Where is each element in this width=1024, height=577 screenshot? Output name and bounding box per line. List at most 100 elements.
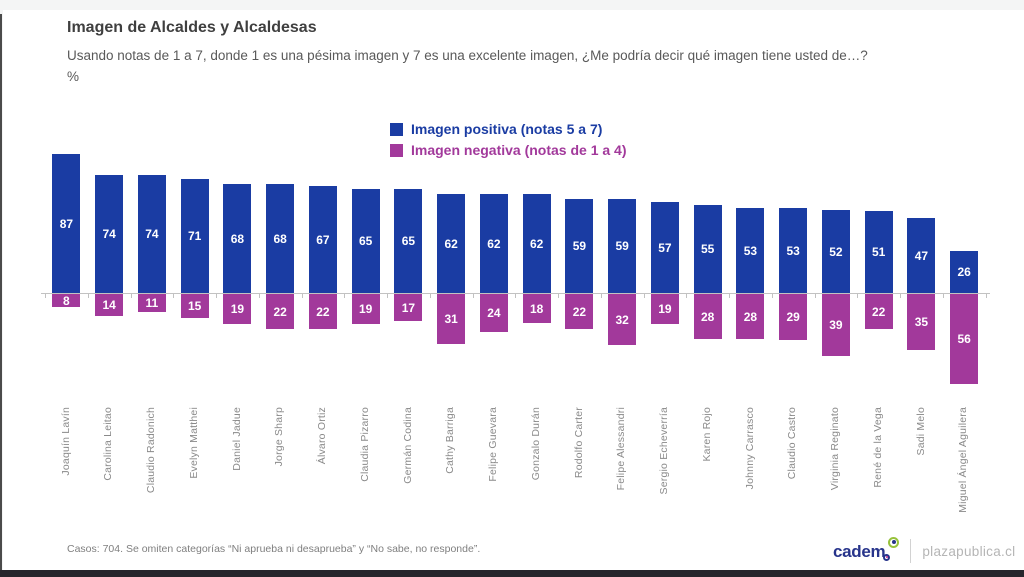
axis-tick — [344, 293, 346, 298]
positive-bar: 62 — [522, 194, 551, 293]
branding: cadem plazapublica.cl — [833, 536, 1015, 565]
positive-bar-value: 68 — [230, 231, 245, 246]
category-label-cell: René de la Vega — [857, 407, 900, 532]
axis-tick — [45, 293, 46, 298]
positive-bar: 57 — [650, 202, 679, 293]
positive-bar-value: 59 — [572, 239, 587, 253]
negative-bar: 39 — [821, 294, 850, 356]
category-label: Joaquín Lavín — [59, 407, 72, 476]
positive-bar-value: 68 — [273, 231, 287, 246]
positive-bar-value: 65 — [358, 234, 373, 248]
positive-bar-value: 47 — [914, 248, 929, 263]
category-label-cell: Sadi Melo — [900, 407, 943, 532]
category-label: René de la Vega — [871, 407, 884, 488]
positive-bar-value: 51 — [871, 245, 886, 259]
category-label-cell: Felipe Alessandri — [601, 407, 644, 532]
axis-tick — [900, 293, 901, 298]
axis-tick — [216, 293, 217, 298]
negative-bar: 18 — [522, 294, 551, 323]
positive-bar: 47 — [907, 218, 936, 293]
positive-bar: 52 — [821, 210, 850, 293]
negative-bar-value: 18 — [529, 301, 544, 316]
negative-bar-value: 19 — [658, 302, 672, 316]
legend-entry: Imagen positiva (notas 5 a 7) — [390, 121, 627, 137]
positive-bar: 74 — [95, 175, 124, 293]
positive-bar-value: 74 — [102, 227, 116, 241]
negative-bar-value: 28 — [743, 309, 758, 324]
positive-bar: 55 — [693, 205, 722, 293]
positive-bar-value: 87 — [59, 216, 74, 231]
negative-bar-value: 39 — [829, 318, 843, 332]
positive-bar-value: 62 — [529, 236, 544, 251]
slide-background — [3, 10, 1024, 570]
axis-tick — [814, 293, 816, 298]
positive-bar: 68 — [266, 184, 295, 293]
category-label: Daniel Jadue — [230, 407, 243, 471]
negative-legend-label: Imagen negativa (notas de 1 a 4) — [411, 142, 627, 158]
positive-bar-value: 53 — [786, 243, 800, 258]
positive-bar: 74 — [137, 175, 166, 293]
positive-bar-value: 62 — [487, 236, 501, 251]
negative-bar: 28 — [693, 294, 722, 339]
category-label: Jorge Sharp — [273, 407, 286, 467]
unit-label: % — [67, 69, 80, 84]
negative-bar: 56 — [950, 294, 979, 384]
positive-bar-value: 57 — [658, 240, 672, 255]
category-label: Karen Rojo — [700, 407, 713, 462]
negative-bar: 19 — [223, 294, 252, 324]
axis-tick — [600, 293, 602, 298]
positive-bar: 65 — [351, 189, 380, 293]
category-label-cell: Karen Rojo — [686, 407, 729, 532]
negative-bar: 14 — [95, 294, 124, 316]
axis-tick — [729, 293, 730, 298]
positive-bar: 87 — [52, 154, 81, 293]
category-label: Evelyn Matthei — [187, 407, 200, 479]
negative-bar-value: 8 — [63, 293, 70, 308]
category-label-cell: Álvaro Ortiz — [302, 407, 345, 532]
positive-bar: 26 — [950, 251, 979, 293]
axis-tick — [942, 293, 944, 298]
axis-tick — [857, 293, 859, 298]
negative-bar-value: 19 — [230, 302, 245, 316]
footnote: Casos: 704. Se omiten categorías “Ni apr… — [67, 543, 481, 555]
negative-bar-value: 22 — [871, 304, 886, 319]
axis-tick — [258, 293, 260, 298]
negative-bar-value: 24 — [487, 306, 501, 320]
category-label-cell: Gonzalo Durán — [515, 407, 558, 532]
negative-bar: 22 — [308, 294, 337, 329]
positive-bar: 67 — [308, 186, 337, 293]
negative-bar: 19 — [351, 294, 380, 324]
negative-bar-value: 19 — [358, 302, 373, 316]
negative-bar-value: 28 — [700, 309, 715, 324]
negative-bar: 32 — [608, 294, 637, 345]
axis-tick — [771, 293, 773, 298]
negative-bar: 17 — [394, 294, 423, 321]
positive-bar: 62 — [479, 194, 508, 293]
category-label: Claudio Radonich — [145, 407, 158, 494]
category-label: Claudia Pizarro — [358, 407, 371, 482]
category-label: Álvaro Ortiz — [316, 407, 329, 465]
positive-legend-swatch — [390, 122, 403, 136]
negative-bar: 22 — [864, 294, 893, 329]
category-label: Cathy Barriga — [444, 407, 457, 474]
positive-bar-value: 62 — [444, 236, 458, 251]
positive-bar: 53 — [779, 208, 808, 293]
cadem-logo: cadem — [833, 536, 900, 561]
negative-bar-value: 14 — [102, 298, 116, 312]
chart-legend: Imagen positiva (notas 5 a 7) Imagen neg… — [390, 121, 627, 158]
negative-bar: 19 — [650, 294, 679, 324]
axis-tick — [558, 293, 559, 298]
negative-bar-value: 11 — [145, 296, 159, 310]
category-label: Sadi Melo — [914, 407, 927, 456]
category-label: Rodolfo Carter — [572, 407, 585, 479]
axis-tick — [686, 293, 688, 298]
category-label: Germán Codina — [401, 407, 414, 484]
axis-tick — [429, 293, 431, 298]
category-label: Felipe Alessandri — [615, 407, 628, 491]
category-label-cell: Joaquín Lavín — [45, 407, 88, 532]
chart-subtitle: Usando notas de 1 a 7, donde 1 es una pé… — [67, 48, 868, 63]
brand-divider — [910, 539, 912, 563]
axis-tick — [985, 293, 987, 298]
positive-bar-value: 59 — [615, 239, 629, 253]
positive-bar: 65 — [394, 189, 423, 293]
